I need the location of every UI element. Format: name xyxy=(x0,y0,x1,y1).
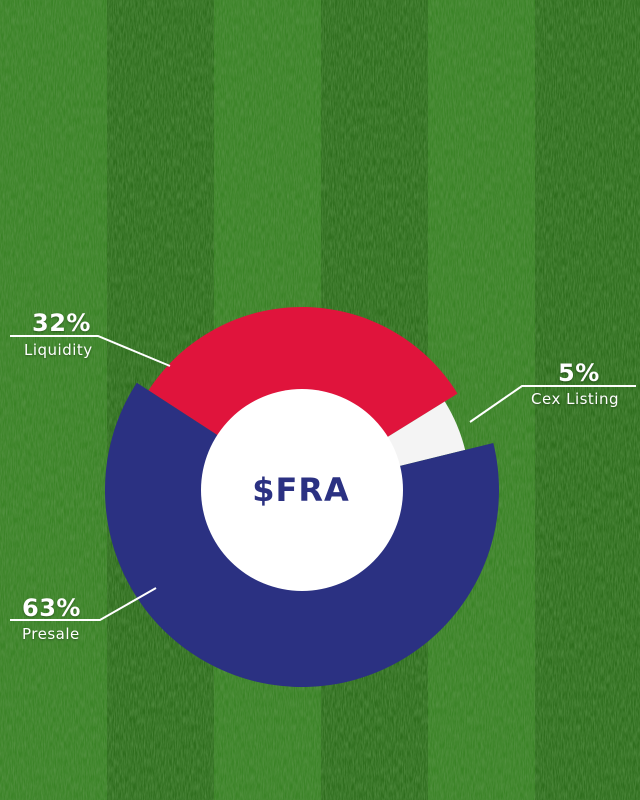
liquidity-percent-label: 32% xyxy=(32,309,91,337)
token-ticker-label: $FRA xyxy=(252,471,350,509)
cex-listing-name-label: Cex Listing xyxy=(531,390,619,408)
donut-hole xyxy=(201,389,403,591)
presale-leader-line xyxy=(10,587,157,621)
presale-percent-label: 63% xyxy=(22,594,81,622)
cex-listing-leader-line xyxy=(469,385,636,423)
cex-listing-percent-label: 5% xyxy=(558,359,600,387)
presale-name-label: Presale xyxy=(22,625,80,643)
liquidity-leader-line xyxy=(10,335,171,367)
liquidity-name-label: Liquidity xyxy=(24,341,93,359)
